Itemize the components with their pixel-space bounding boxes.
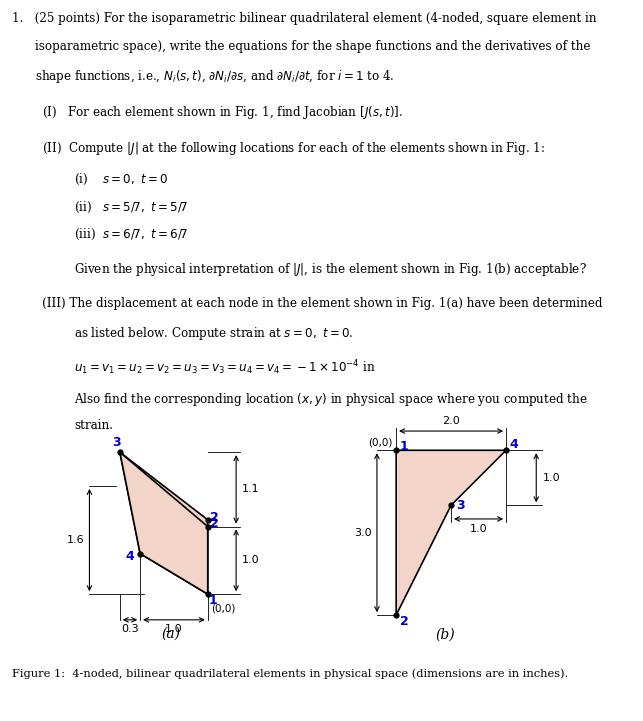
Text: 1.1: 1.1: [242, 485, 259, 495]
Text: Figure 1:  4-noded, bilinear quadrilateral elements in physical space (dimension: Figure 1: 4-noded, bilinear quadrilatera…: [12, 669, 568, 679]
Text: 2: 2: [210, 518, 219, 531]
Text: 4: 4: [510, 438, 519, 451]
Polygon shape: [120, 452, 208, 594]
Text: 1.   (25 points) For the isoparametric bilinear quadrilateral element (4-noded, : 1. (25 points) For the isoparametric bil…: [12, 12, 596, 25]
Text: strain.: strain.: [74, 419, 113, 432]
Text: Also find the corresponding location $(x, y)$ in physical space where you comput: Also find the corresponding location $(x…: [74, 392, 588, 408]
Text: (i)    $s = 0,\ t = 0$: (i) $s = 0,\ t = 0$: [74, 172, 168, 187]
Text: 1.0: 1.0: [470, 524, 487, 534]
Text: 3.0: 3.0: [354, 528, 372, 538]
Text: (0,0): (0,0): [211, 603, 235, 614]
Text: (II)  Compute $|J|$ at the following locations for each of the elements shown in: (II) Compute $|J|$ at the following loca…: [42, 140, 545, 157]
Text: 3: 3: [457, 499, 466, 512]
Text: (iii)  $s = 6/7,\ t = 6/7$: (iii) $s = 6/7,\ t = 6/7$: [74, 227, 188, 242]
Polygon shape: [396, 451, 506, 615]
Text: 1.0: 1.0: [543, 473, 561, 483]
Text: 1: 1: [209, 594, 217, 607]
Text: as listed below. Compute strain at $s = 0,\ t = 0$.: as listed below. Compute strain at $s = …: [74, 324, 354, 342]
Text: 2.0: 2.0: [442, 415, 460, 425]
Text: $u_1 = v_1 = u_2 = v_2 = u_3 = v_3 = u_4 = v_4 = -1 \times 10^{-4}$ in: $u_1 = v_1 = u_2 = v_2 = u_3 = v_3 = u_4…: [74, 358, 376, 376]
Text: Given the physical interpretation of $|J|$, is the element shown in Fig. 1(b) ac: Given the physical interpretation of $|J…: [74, 261, 586, 278]
Polygon shape: [120, 452, 208, 594]
Text: (I)   For each element shown in Fig. 1, find Jacobian $[J(s, t)]$.: (I) For each element shown in Fig. 1, fi…: [42, 104, 403, 121]
Text: 1: 1: [400, 440, 409, 453]
Text: 4: 4: [125, 550, 134, 564]
Text: 3: 3: [112, 436, 121, 449]
Text: 1.0: 1.0: [165, 624, 183, 634]
Text: (b): (b): [436, 627, 455, 641]
Text: (a): (a): [161, 627, 180, 640]
Text: 1.6: 1.6: [66, 535, 84, 545]
Text: 2: 2: [400, 615, 409, 628]
Text: 2: 2: [210, 510, 219, 523]
Text: 0.3: 0.3: [121, 624, 139, 634]
Text: (ii)   $s = 5/7,\ t = 5/7$: (ii) $s = 5/7,\ t = 5/7$: [74, 200, 188, 215]
Text: 1.0: 1.0: [242, 555, 259, 565]
Text: (III) The displacement at each node in the element shown in Fig. 1(a) have been : (III) The displacement at each node in t…: [42, 297, 602, 310]
Text: isoparametric space), write the equations for the shape functions and the deriva: isoparametric space), write the equation…: [35, 40, 591, 53]
Text: shape functions, i.e., $N_i(s, t)$, $\partial N_i/\partial s$, and $\partial N_i: shape functions, i.e., $N_i(s, t)$, $\pa…: [35, 68, 395, 85]
Text: (0,0): (0,0): [368, 438, 392, 448]
